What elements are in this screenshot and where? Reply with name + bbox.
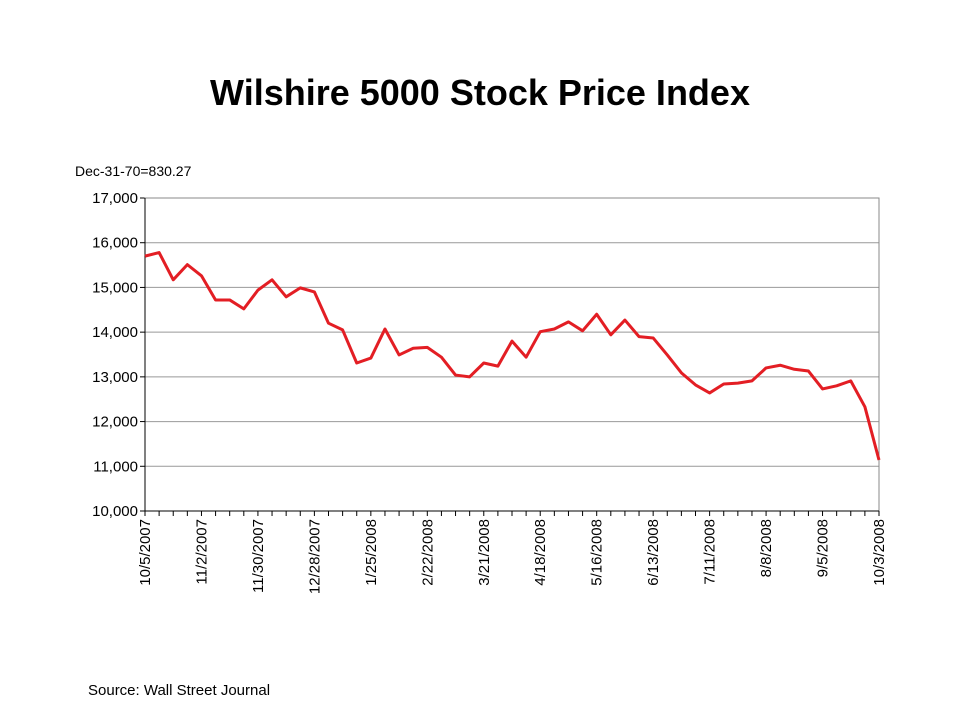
x-tick-label: 11/30/2007	[250, 519, 267, 593]
line-series	[144, 251, 881, 461]
y-tick-label: 10,000	[92, 503, 138, 520]
x-tick-label: 6/13/2008	[645, 519, 662, 586]
x-tick-label: 4/18/2008	[532, 519, 549, 586]
x-tick-label: 9/5/2008	[815, 519, 832, 577]
source-note: Source: Wall Street Journal	[88, 682, 270, 699]
y-tick-label: 12,000	[92, 414, 138, 431]
x-tick-label: 2/22/2008	[419, 519, 436, 586]
y-tick-label: 11,000	[93, 458, 138, 475]
chart-title: Wilshire 5000 Stock Price Index	[210, 72, 750, 113]
y-tick-label: 14,000	[92, 324, 138, 341]
x-tick-label: 7/11/2008	[702, 519, 719, 585]
x-tick-label: 5/16/2008	[589, 519, 606, 586]
x-tick-label: 11/2/2007	[193, 519, 210, 585]
y-tick-label: 13,000	[92, 369, 138, 386]
y-tick-label: 15,000	[92, 279, 138, 296]
subtitle: Dec-31-70=830.27	[75, 163, 192, 179]
y-tick-label: 16,000	[92, 235, 138, 252]
x-tick-label: 1/25/2008	[363, 519, 380, 586]
plot-frame	[144, 197, 880, 512]
x-tick-label: 8/8/2008	[758, 519, 775, 577]
x-tick-label: 10/5/2007	[137, 519, 154, 586]
y-tick-label: 17,000	[92, 190, 138, 207]
x-tick-label: 3/21/2008	[476, 519, 493, 586]
x-tick-label: 12/28/2007	[306, 519, 323, 594]
x-tick-label: 10/3/2008	[871, 519, 888, 586]
